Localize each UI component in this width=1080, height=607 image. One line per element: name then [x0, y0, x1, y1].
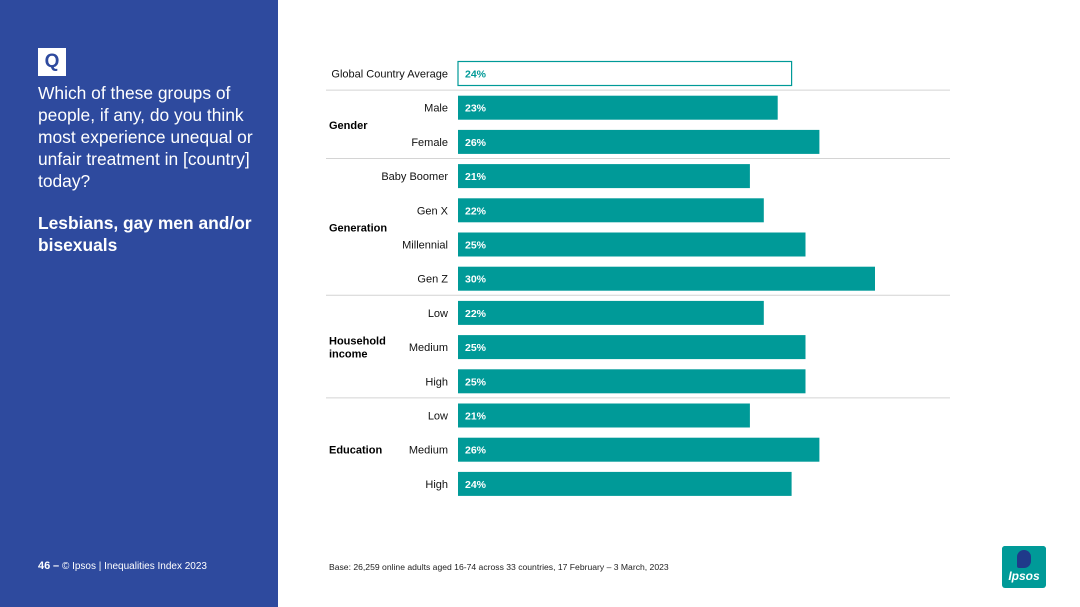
group-label: Gender: [329, 120, 368, 132]
category-label: Medium: [409, 445, 448, 457]
bar: [458, 300, 764, 325]
subject-title: Lesbians, gay men and/or bisexuals: [38, 213, 252, 255]
category-label: Medium: [409, 342, 448, 354]
bar: [458, 232, 806, 257]
value-label: 26%: [465, 445, 487, 457]
footer-copyright: © Ipsos | Inequalities Index 2023: [61, 561, 207, 572]
ipsos-logo-icon: [1017, 550, 1031, 568]
group-label: Household income: [329, 336, 386, 361]
category-label: High: [425, 376, 448, 388]
value-label: 21%: [465, 411, 487, 423]
bar: [458, 471, 792, 496]
bar: [458, 369, 806, 394]
page-separator: –: [53, 560, 60, 572]
category-label: Baby Boomer: [381, 171, 448, 183]
category-label: Female: [411, 137, 448, 149]
category-label: Global Country Average: [331, 69, 448, 81]
value-label: 25%: [465, 342, 487, 354]
value-label: 21%: [465, 171, 487, 183]
bar: [458, 403, 750, 428]
bar: [458, 437, 820, 462]
bar: [457, 60, 793, 87]
value-label: 24%: [465, 69, 487, 81]
category-label: Gen X: [417, 205, 449, 217]
ipsos-logo: Ipsos: [1002, 546, 1046, 588]
bar: [458, 198, 764, 223]
bar: [458, 266, 875, 291]
bar: [458, 164, 750, 189]
bar: [458, 335, 806, 360]
bar: [458, 129, 820, 154]
bar: [458, 95, 778, 120]
category-label: Male: [424, 103, 448, 115]
value-label: 25%: [465, 376, 487, 388]
question-badge: Q: [38, 48, 66, 76]
value-label: 22%: [465, 205, 487, 217]
category-label: Gen Z: [417, 274, 448, 286]
category-label: Low: [428, 411, 448, 423]
left-panel: Q Which of these groups of people, if an…: [0, 0, 278, 607]
footer: 46 – © Ipsos | Inequalities Index 2023: [38, 560, 207, 572]
value-label: 24%: [465, 479, 487, 491]
value-label: 23%: [465, 103, 487, 115]
category-label: High: [425, 479, 448, 491]
logo-text: Ipsos: [1008, 569, 1040, 583]
question-text: Which of these groups of people, if any,…: [38, 83, 253, 191]
group-label: Generation: [329, 222, 387, 234]
base-note: Base: 26,259 online adults aged 16-74 ac…: [329, 562, 669, 572]
value-label: 25%: [465, 240, 487, 252]
value-label: 26%: [465, 137, 487, 149]
value-label: 30%: [465, 274, 487, 286]
value-label: 22%: [465, 308, 487, 320]
category-label: Millennial: [402, 240, 448, 252]
category-label: Low: [428, 308, 448, 320]
group-label: Education: [329, 445, 382, 457]
page-number: 46: [38, 560, 51, 572]
